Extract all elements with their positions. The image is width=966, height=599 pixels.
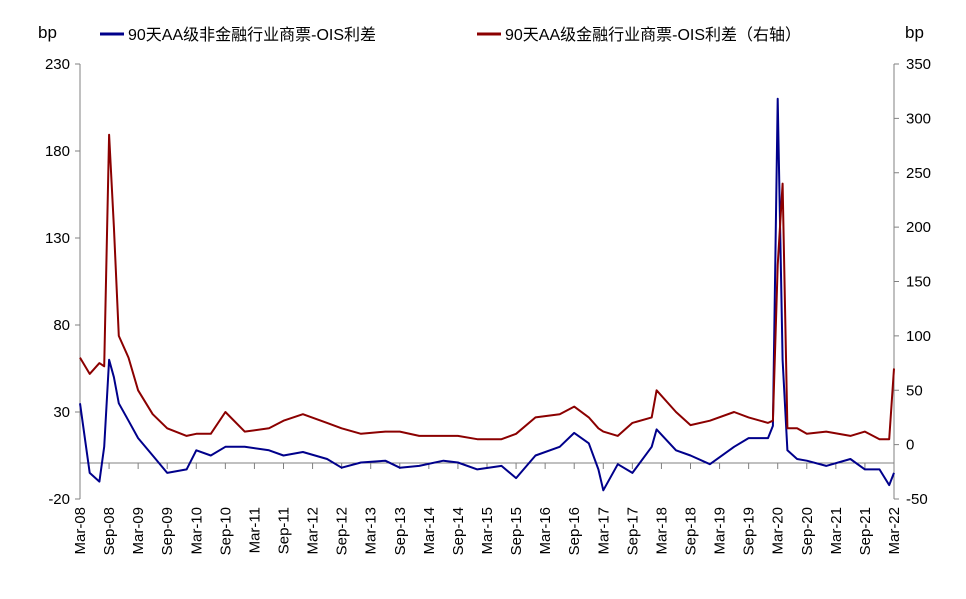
x-tick-label: Mar-17 <box>595 507 612 555</box>
x-tick-label: Sep-10 <box>217 507 234 555</box>
right-tick-label: 200 <box>906 219 931 236</box>
right-unit-label: bp <box>905 23 924 42</box>
x-tick-label: Sep-15 <box>508 507 525 555</box>
right-tick-label: 350 <box>906 56 931 73</box>
x-tick-label: Mar-08 <box>72 507 89 555</box>
x-tick-label: Sep-08 <box>101 507 118 555</box>
x-tick-label: Mar-09 <box>130 507 147 555</box>
x-tick-label: Sep-14 <box>450 507 467 555</box>
legend-label-nonfinancial: 90天AA级非金融行业商票-OIS利差 <box>128 26 376 44</box>
right-tick-label: 0 <box>906 437 914 454</box>
x-tick-label: Sep-19 <box>741 507 758 555</box>
x-tick-label: Mar-20 <box>770 507 787 555</box>
x-tick-label: Sep-20 <box>799 507 816 555</box>
x-tick-label: Sep-16 <box>566 507 583 555</box>
legend: 90天AA级非金融行业商票-OIS利差 90天AA级金融行业商票-OIS利差（右… <box>100 26 801 44</box>
left-tick-label: 130 <box>45 230 70 247</box>
x-tick-label: Mar-11 <box>246 507 263 553</box>
x-tick-label: Mar-10 <box>188 507 205 555</box>
x-tick-label: Mar-13 <box>363 507 380 555</box>
left-axis-ticks: 230 180 130 80 30 -20 <box>45 56 80 508</box>
series-line-financial <box>79 133 895 441</box>
right-tick-label: 100 <box>906 328 931 345</box>
x-tick-label: Sep-09 <box>159 507 176 555</box>
left-tick-label: 230 <box>45 56 70 73</box>
left-tick-label: 180 <box>45 143 70 160</box>
x-tick-label: Mar-16 <box>537 507 554 555</box>
right-axis-ticks: 350 300 250 200 150 100 50 0 -50 <box>894 56 931 508</box>
x-tick-label: Mar-14 <box>421 507 438 555</box>
right-tick-label: -50 <box>906 491 928 508</box>
series-layer <box>79 97 895 492</box>
x-tick-label: Sep-12 <box>334 507 351 555</box>
x-tick-label: Mar-21 <box>828 507 845 555</box>
x-axis-ticks: Mar-08 Sep-08 Mar-09 Sep-09 Mar-10 Sep-10 Mar-… <box>72 463 903 555</box>
left-unit-label: bp <box>38 23 57 42</box>
right-tick-label: 150 <box>906 274 931 291</box>
x-tick-label: Mar-22 <box>886 507 903 555</box>
right-tick-label: 50 <box>906 382 923 399</box>
series-line-nonfinancial <box>79 97 895 492</box>
x-tick-label: Sep-18 <box>683 507 700 555</box>
x-tick-label: Sep-17 <box>624 507 641 555</box>
x-tick-label: Sep-13 <box>392 507 409 555</box>
legend-label-financial: 90天AA级金融行业商票-OIS利差（右轴） <box>505 26 801 44</box>
x-tick-label: Mar-15 <box>479 507 496 555</box>
x-tick-label: Mar-18 <box>653 507 670 555</box>
left-tick-label: -20 <box>48 491 70 508</box>
x-tick-label: Sep-21 <box>857 507 874 555</box>
x-tick-label: Mar-19 <box>712 507 729 555</box>
x-tick-label: Mar-12 <box>305 507 322 555</box>
x-tick-label: Sep-11 <box>276 507 293 554</box>
left-tick-label: 30 <box>53 404 70 421</box>
right-tick-label: 250 <box>906 165 931 182</box>
left-tick-label: 80 <box>53 317 70 334</box>
right-tick-label: 300 <box>906 110 931 127</box>
